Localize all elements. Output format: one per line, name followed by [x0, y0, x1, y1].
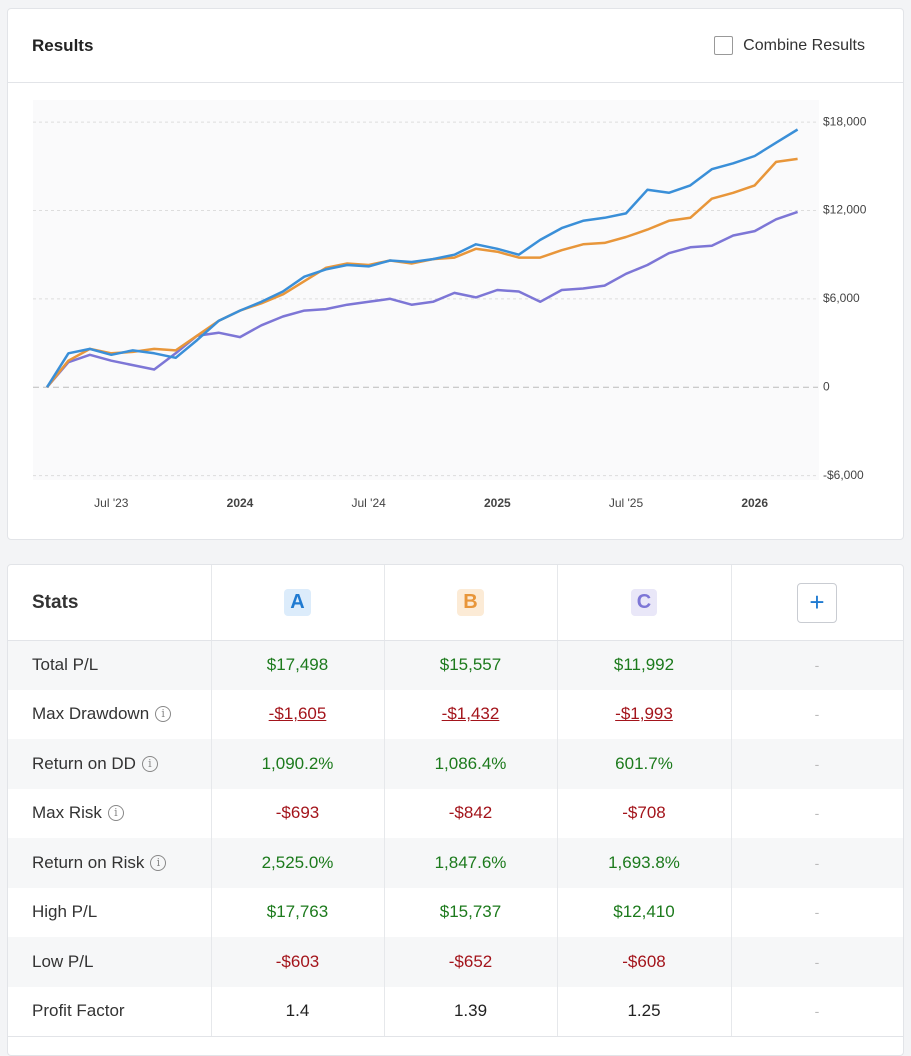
x-tick-label: Jul '25: [609, 496, 644, 510]
x-tick-label: 2025: [484, 496, 511, 510]
stat-value[interactable]: -$1,432: [441, 704, 500, 724]
column-header: C: [557, 565, 731, 640]
row-label-text: Max Risk: [32, 803, 102, 823]
stat-value: $17,763: [266, 902, 329, 922]
row-label: Return on Risk i: [8, 838, 211, 888]
column-badge: A: [284, 589, 311, 616]
stat-value: $12,410: [613, 902, 675, 922]
x-tick-label: 2026: [741, 496, 768, 510]
row-label: Max Risk i: [8, 789, 211, 839]
row-label: Return on DD i: [8, 739, 211, 789]
column-header: A: [211, 565, 384, 640]
combine-toggle[interactable]: Combine Results: [714, 36, 865, 55]
column-rule: [211, 565, 212, 1036]
stat-value: -$608: [622, 951, 666, 971]
stat-value: -$842: [448, 803, 493, 823]
column-header: B: [384, 565, 557, 640]
results-title: Results: [32, 36, 94, 55]
chart: -$6,000 0 $6,000 $12,000 $18,000 Jul '23 2024 J…: [33, 100, 867, 511]
stat-value: 1.39: [453, 1001, 488, 1021]
stat-value: 2,525.0%: [261, 852, 334, 872]
stat-value: 1.4: [285, 1001, 310, 1021]
stats-card: Stats A B C + Total P/L $17,498 $15,557 $11,992 -…: [7, 564, 904, 1056]
row-label-text: Return on DD: [32, 753, 136, 773]
row-label-text: Low P/L: [32, 951, 94, 971]
footer-rule: [8, 1036, 903, 1037]
info-icon[interactable]: i: [150, 854, 167, 871]
stat-value: 1.25: [627, 1001, 661, 1021]
stat-value: -: [814, 755, 820, 772]
stat-value: -: [814, 656, 820, 673]
row-shade: [8, 640, 903, 690]
row-label-text: High P/L: [32, 902, 98, 922]
row-label-text: Return on Risk: [32, 852, 145, 872]
stat-value: -$652: [448, 951, 493, 971]
x-tick-label: 2024: [227, 496, 254, 510]
divider: [8, 82, 903, 83]
stat-value: -: [814, 706, 820, 723]
stat-value: $11,992: [613, 654, 675, 674]
row-label-text: Total P/L: [32, 654, 99, 674]
column-badge: C: [630, 589, 658, 616]
stat-value: -: [814, 953, 820, 970]
y-tick-label: 0: [823, 379, 830, 393]
stat-value: $15,737: [439, 902, 502, 922]
x-tick-label: Jul '24: [352, 496, 387, 510]
info-icon[interactable]: i: [107, 805, 124, 822]
stat-value: 1,693.8%: [608, 852, 680, 872]
stat-value: -: [814, 854, 820, 871]
stat-value: 601.7%: [615, 753, 673, 773]
combine-label: Combine Results: [743, 36, 865, 54]
y-tick-label: $6,000: [823, 291, 860, 305]
stats-title: Stats: [32, 591, 79, 613]
stat-value: 1,086.4%: [434, 753, 507, 773]
stat-value: -$708: [622, 803, 666, 823]
row-label: High P/L: [8, 888, 211, 938]
row-label: Profit Factor: [8, 987, 211, 1037]
column-rule: [384, 565, 385, 1036]
column-badge: B: [457, 589, 484, 616]
stat-value[interactable]: -$1,605: [268, 704, 327, 724]
plot-background: [33, 100, 819, 480]
info-icon[interactable]: i: [155, 706, 172, 723]
column-rule: [557, 565, 558, 1036]
stat-value[interactable]: -$1,993: [615, 704, 673, 724]
header-rule: [8, 640, 903, 641]
stat-value: 1,090.2%: [261, 753, 334, 773]
row-label: Max Drawdown i: [8, 690, 211, 740]
stat-value: -$693: [275, 803, 320, 823]
add-button[interactable]: +: [797, 582, 837, 623]
stat-value: $17,498: [266, 654, 329, 674]
stat-value: -$603: [275, 951, 320, 971]
stat-value: $15,557: [439, 654, 502, 674]
row-label: Total P/L: [8, 640, 211, 690]
y-tick-label: -$6,000: [823, 468, 864, 482]
stat-value: -: [814, 805, 820, 822]
stat-value: 1,847.6%: [434, 852, 507, 872]
row-label: Low P/L: [8, 937, 211, 987]
y-tick-label: $18,000: [823, 114, 867, 128]
row-shade: [8, 937, 903, 987]
column-rule: [731, 565, 732, 1036]
y-tick-label: $12,000: [823, 203, 867, 217]
stat-value: -: [814, 904, 820, 921]
x-tick-label: Jul '23: [94, 496, 129, 510]
stat-value: -: [814, 1003, 820, 1020]
add-column: +: [731, 565, 903, 640]
row-label-text: Max Drawdown: [32, 704, 150, 724]
series-line: [45, 128, 799, 388]
row-label-text: Profit Factor: [32, 1001, 125, 1021]
checkbox[interactable]: [714, 36, 734, 55]
info-icon[interactable]: i: [141, 755, 158, 772]
